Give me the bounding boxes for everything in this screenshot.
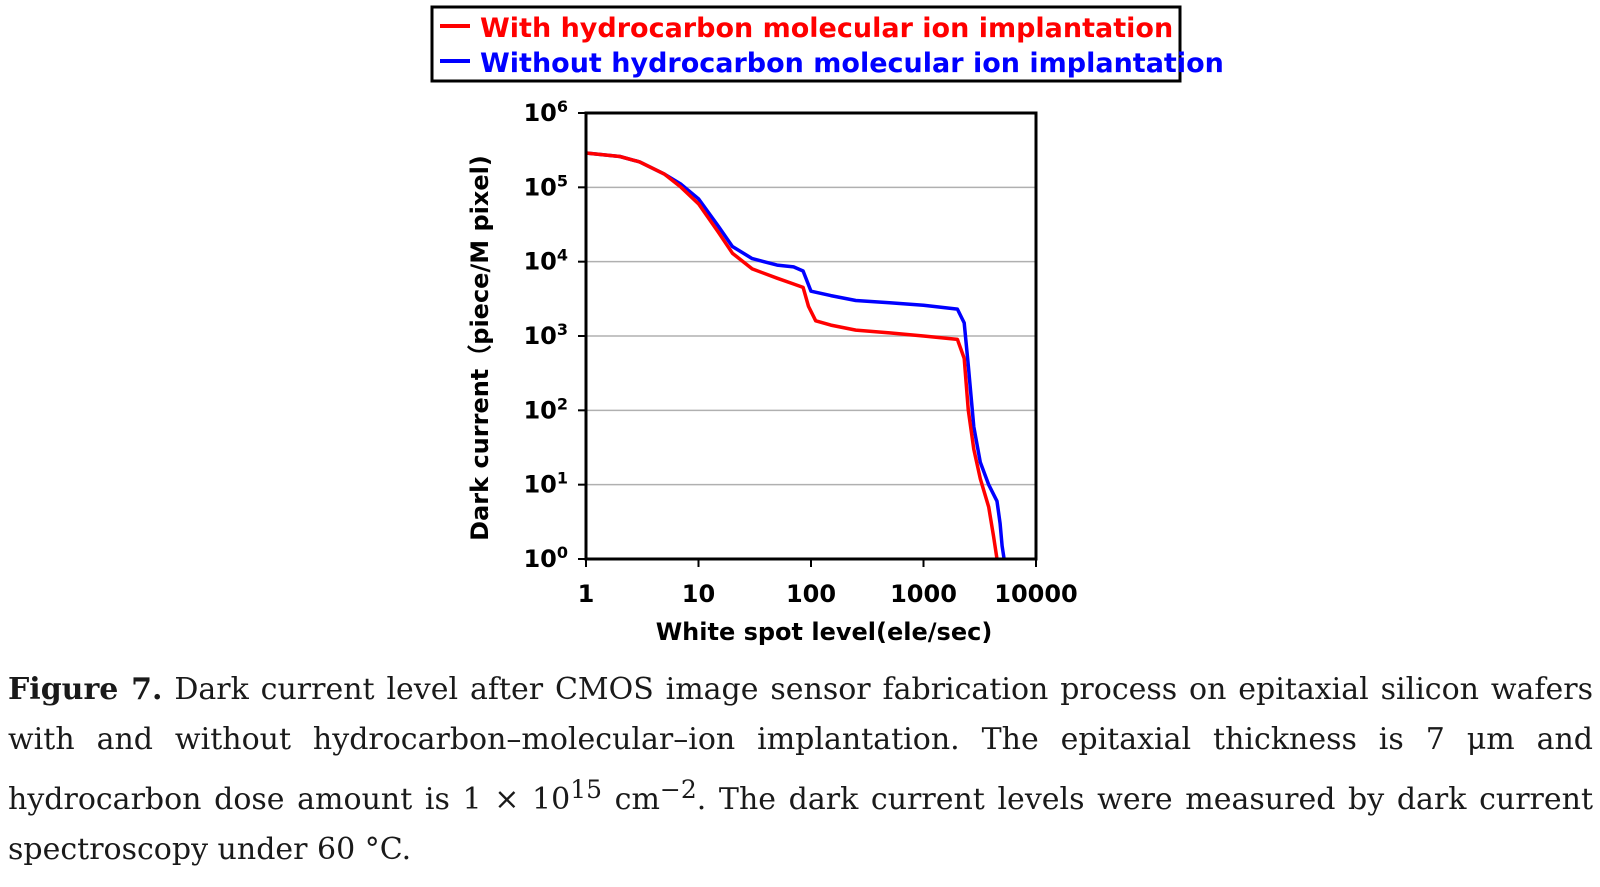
x-axis-title: White spot level(ele/sec) — [656, 618, 993, 646]
y-axis: 100 101 102 103 104 105 106 — [523, 97, 586, 573]
caption-text-2: cm — [602, 782, 660, 817]
series-line-0 — [585, 151, 999, 560]
y-axis-title: Dark current（piece/M pixel) — [466, 155, 494, 541]
y-tick-label-1: 101 — [523, 469, 568, 499]
x-tick-label-2: 100 — [786, 580, 836, 608]
y-tick-label-3: 103 — [523, 320, 568, 350]
caption-label: Figure 7. — [8, 672, 163, 707]
caption-text-1: Dark current level after CMOS image sens… — [8, 672, 1593, 817]
x-tick-label-3: 1000 — [890, 580, 957, 608]
legend-box — [430, 5, 1182, 83]
x-axis: 1 10 100 1000 10000 — [578, 559, 1078, 608]
y-tick-label-5: 105 — [523, 171, 568, 201]
legend-label-with: With hydrocarbon molecular ion implantat… — [480, 13, 1173, 44]
gridlines — [586, 186, 1036, 486]
x-tick-label-0: 1 — [578, 580, 595, 608]
x-tick-label-1: 10 — [682, 580, 715, 608]
x-tick-label-4: 10000 — [994, 580, 1078, 608]
series-layer — [585, 151, 1006, 560]
caption-power-2: −2 — [659, 775, 697, 804]
y-tick-label-6: 106 — [523, 97, 568, 127]
y-tick-label-4: 104 — [523, 246, 568, 276]
y-tick-label-0: 100 — [523, 543, 568, 573]
legend: With hydrocarbon molecular ion implantat… — [430, 5, 1224, 83]
caption-power-1: 15 — [570, 775, 603, 804]
y-tick-label-2: 102 — [523, 394, 568, 424]
legend-label-without: Without hydrocarbon molecular ion implan… — [480, 48, 1224, 79]
figure-caption: Figure 7. Dark current level after CMOS … — [8, 665, 1593, 875]
series-line-1 — [585, 151, 1006, 560]
caption-text-3: . The dark current levels were measured … — [8, 782, 1594, 867]
